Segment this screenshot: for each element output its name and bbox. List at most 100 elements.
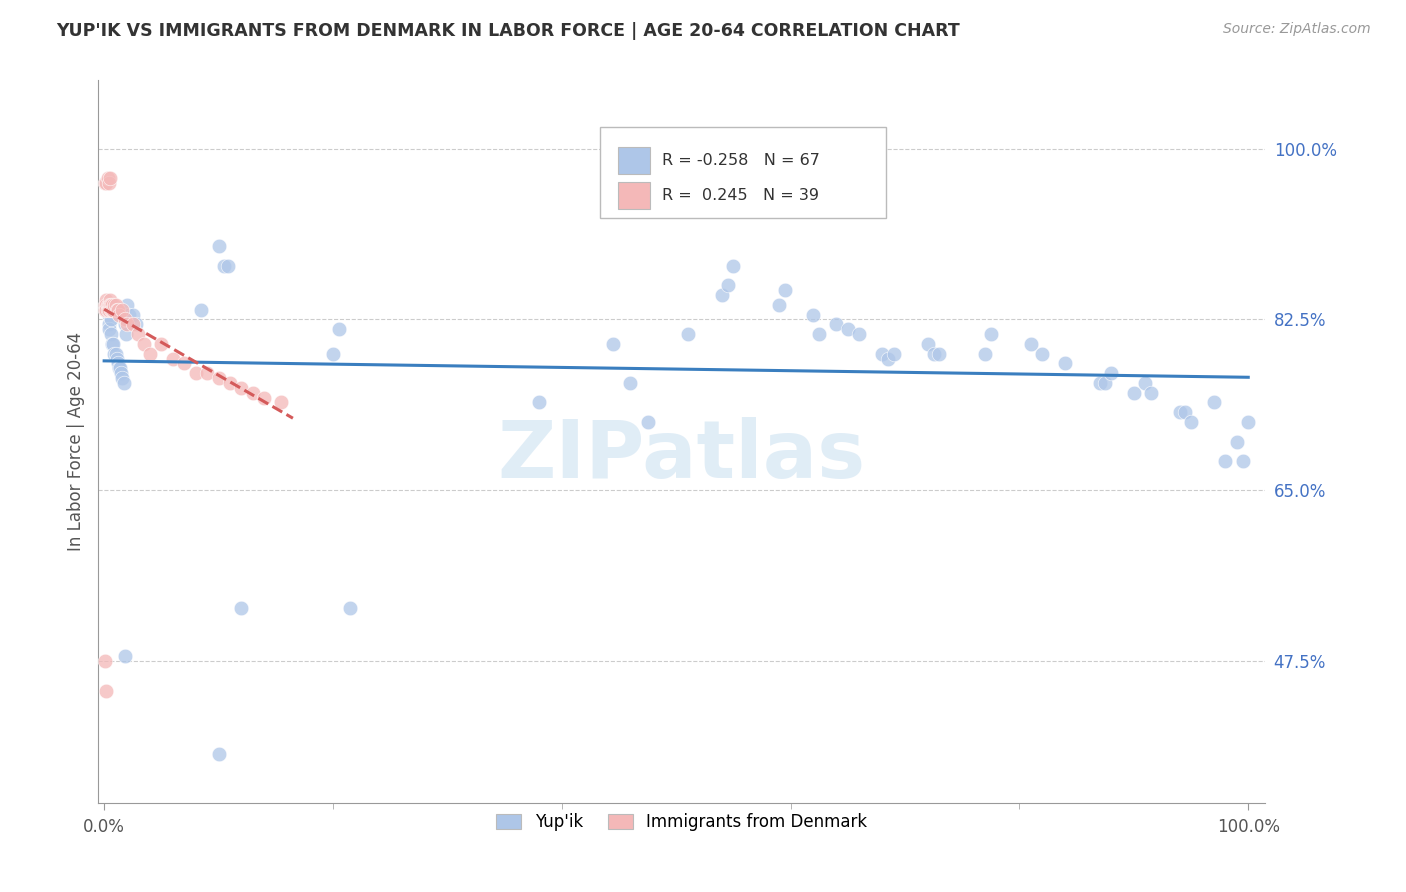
Y-axis label: In Labor Force | Age 20-64: In Labor Force | Age 20-64 <box>66 332 84 551</box>
Point <box>231 600 253 615</box>
Point <box>637 415 659 429</box>
FancyBboxPatch shape <box>600 128 886 218</box>
Point <box>114 649 136 664</box>
Point <box>190 302 212 317</box>
Point <box>1099 366 1122 380</box>
Point <box>339 600 361 615</box>
Point <box>105 302 128 317</box>
Point <box>97 322 120 336</box>
Point <box>917 337 939 351</box>
Point <box>96 683 118 698</box>
Point <box>217 259 239 273</box>
Point <box>242 385 264 400</box>
Point <box>883 346 905 360</box>
Point <box>100 327 122 342</box>
Text: Source: ZipAtlas.com: Source: ZipAtlas.com <box>1223 22 1371 37</box>
Point <box>1019 337 1042 351</box>
Point <box>100 298 122 312</box>
Text: YUP'IK VS IMMIGRANTS FROM DENMARK IN LABOR FORCE | AGE 20-64 CORRELATION CHART: YUP'IK VS IMMIGRANTS FROM DENMARK IN LAB… <box>56 22 960 40</box>
Point <box>848 327 870 342</box>
Point <box>710 288 733 302</box>
Point <box>1122 385 1144 400</box>
Point <box>602 337 624 351</box>
Point <box>768 298 790 312</box>
Point <box>207 371 229 385</box>
Point <box>1215 454 1237 468</box>
Point <box>96 302 118 317</box>
Point <box>803 308 825 322</box>
Text: R = -0.258   N = 67: R = -0.258 N = 67 <box>662 153 820 169</box>
Point <box>104 346 127 360</box>
Point <box>97 318 120 332</box>
Point <box>328 322 350 336</box>
Point <box>270 395 292 409</box>
Point <box>98 170 121 185</box>
Point <box>100 312 122 326</box>
Point <box>114 312 136 326</box>
Point <box>219 376 242 390</box>
Point <box>837 322 859 336</box>
Point <box>94 176 117 190</box>
Point <box>676 327 699 342</box>
Point <box>808 327 831 342</box>
Point <box>870 346 893 360</box>
Point <box>94 654 117 668</box>
Point <box>111 302 134 317</box>
Point <box>111 371 134 385</box>
Point <box>253 391 276 405</box>
Point <box>96 298 118 312</box>
Point <box>118 308 141 322</box>
Point <box>1135 376 1157 390</box>
Point <box>96 176 118 190</box>
Point <box>1237 415 1260 429</box>
Point <box>97 302 120 317</box>
Point <box>1202 395 1225 409</box>
Point <box>115 327 138 342</box>
Point <box>1168 405 1191 419</box>
Point <box>101 302 124 317</box>
Point <box>97 170 120 185</box>
Point <box>1031 346 1053 360</box>
Point <box>125 318 148 332</box>
Point <box>1226 434 1249 449</box>
Point <box>173 356 195 370</box>
Point <box>97 298 120 312</box>
Point <box>231 381 253 395</box>
Point <box>1174 405 1197 419</box>
Point <box>150 337 173 351</box>
Point <box>1088 376 1111 390</box>
Point <box>101 337 124 351</box>
Point <box>723 259 745 273</box>
Point <box>974 346 997 360</box>
Point <box>94 302 117 317</box>
Point <box>922 346 945 360</box>
Point <box>928 346 950 360</box>
Point <box>773 283 796 297</box>
Point <box>980 327 1002 342</box>
Point <box>103 302 125 317</box>
Point <box>825 318 848 332</box>
Point <box>107 302 129 317</box>
Point <box>97 308 120 322</box>
Point <box>97 176 120 190</box>
Point <box>101 298 124 312</box>
Point <box>97 298 120 312</box>
Point <box>1054 356 1077 370</box>
Point <box>105 351 128 366</box>
Point <box>98 293 121 307</box>
Point <box>127 327 149 342</box>
Point <box>97 302 120 317</box>
Point <box>1180 415 1202 429</box>
Point <box>96 293 118 307</box>
Text: R =  0.245   N = 39: R = 0.245 N = 39 <box>662 188 820 203</box>
Point <box>110 366 132 380</box>
Point <box>717 278 740 293</box>
Point <box>322 346 344 360</box>
Point <box>104 298 127 312</box>
Point <box>162 351 184 366</box>
Point <box>195 366 218 380</box>
Point <box>115 318 138 332</box>
Point <box>108 361 131 376</box>
Point <box>121 318 143 332</box>
Text: ZIPatlas: ZIPatlas <box>498 417 866 495</box>
